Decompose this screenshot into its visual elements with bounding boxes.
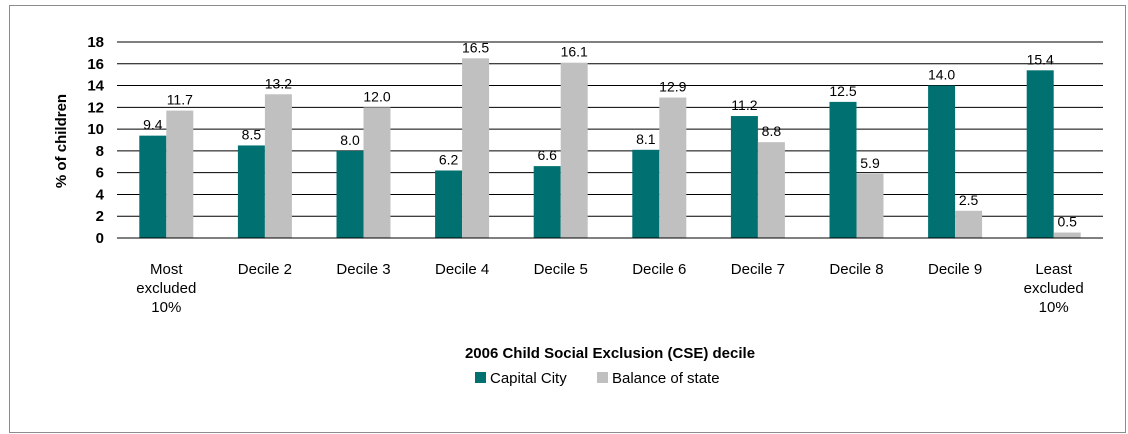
x-category-line: Decile 6 [632, 261, 686, 278]
bar-capital-city [829, 101, 857, 238]
y-tick-label: 2 [96, 208, 104, 225]
bar-balance-of-state [856, 173, 884, 238]
data-label: 5.9 [860, 155, 880, 171]
x-category-line: Decile 7 [731, 261, 785, 278]
y-axis-ticks: 0 2 4 6 8 10 12 14 16 18 [87, 34, 104, 247]
data-label: 8.1 [636, 131, 656, 147]
data-label: 15.4 [1027, 51, 1054, 67]
bar-capital-city [928, 85, 956, 238]
data-label: 6.2 [439, 151, 459, 167]
bar-capital-city [435, 170, 463, 238]
x-category-line: Decile 5 [534, 261, 588, 278]
y-axis-title: % of children [53, 94, 70, 188]
bar-balance-of-state [166, 110, 194, 238]
x-category-line: excluded [136, 280, 196, 297]
x-category-label: Decile 2 [238, 261, 292, 278]
data-label: 12.0 [363, 88, 390, 104]
data-label: 16.1 [561, 44, 588, 60]
x-category-line: Decile 9 [928, 261, 982, 278]
x-category-label: Decile 5 [534, 261, 588, 278]
y-tick-label: 6 [96, 165, 104, 182]
x-category-line: 10% [1039, 299, 1069, 316]
bars [139, 58, 1081, 239]
data-label: 14.0 [928, 67, 955, 83]
y-tick-label: 0 [96, 230, 104, 247]
y-tick-label: 16 [87, 56, 104, 73]
bar-balance-of-state [264, 94, 292, 239]
y-tick-label: 4 [96, 186, 105, 203]
data-label: 0.5 [1057, 214, 1077, 230]
y-tick-label: 10 [87, 121, 104, 138]
data-label: 16.5 [462, 39, 489, 55]
x-category-label: Decile 4 [435, 261, 489, 278]
bar-balance-of-state [659, 97, 687, 239]
bar-capital-city [533, 166, 561, 238]
bar-capital-city [1026, 70, 1054, 238]
x-axis-title: 2006 Child Social Exclusion (CSE) decile [465, 345, 755, 362]
data-label: 8.5 [242, 126, 262, 142]
x-category-line: Decile 2 [238, 261, 292, 278]
x-category-label: Most excluded 10% [136, 261, 196, 316]
x-category-label: Least excluded 10% [1024, 261, 1084, 316]
bar-capital-city [632, 149, 660, 238]
bar-balance-of-state [955, 210, 983, 238]
x-category-line: Decile 8 [829, 261, 883, 278]
legend-label-capital-city: Capital City [490, 370, 567, 387]
x-category-line: Least [1035, 261, 1073, 278]
data-label: 13.2 [265, 75, 292, 91]
y-tick-label: 18 [87, 34, 104, 51]
x-category-line: Most [150, 261, 183, 278]
data-label: 8.8 [762, 123, 782, 139]
data-label: 6.6 [537, 147, 557, 163]
data-labels: 9.4 8.5 8.0 6.2 6.6 8.1 11.2 12.5 14.0 15.4 11.7 13… [143, 39, 1077, 229]
x-category-line: Decile 3 [336, 261, 390, 278]
data-label: 8.0 [340, 132, 360, 148]
legend: Capital City Balance of state [475, 370, 720, 387]
data-label: 12.9 [659, 79, 686, 95]
bar-balance-of-state [757, 142, 785, 238]
y-tick-label: 14 [87, 78, 104, 95]
bar-balance-of-state [363, 107, 391, 238]
data-label: 11.7 [167, 92, 193, 108]
x-category-label: Decile 6 [632, 261, 686, 278]
x-category-label: Decile 8 [829, 261, 883, 278]
x-category-label: Decile 7 [731, 261, 785, 278]
y-tick-label: 8 [96, 143, 104, 160]
y-tick-label: 12 [87, 99, 104, 116]
x-category-line: excluded [1024, 280, 1084, 297]
bar-capital-city [730, 116, 758, 238]
data-label: 12.5 [829, 83, 856, 99]
legend-swatch-capital-city [475, 372, 486, 383]
data-label: 11.2 [731, 97, 757, 113]
legend-label-balance-of-state: Balance of state [612, 370, 720, 387]
bar-balance-of-state [560, 62, 588, 238]
bar-capital-city [336, 150, 364, 238]
bar-capital-city [237, 145, 265, 238]
bar-balance-of-state [1053, 232, 1081, 238]
bar-balance-of-state [462, 58, 490, 239]
x-axis-categories: Most excluded 10% Decile 2 Decile 3 Decile 4 D… [136, 261, 1083, 316]
x-category-line: Decile 4 [435, 261, 489, 278]
x-category-label: Decile 9 [928, 261, 982, 278]
data-label: 9.4 [143, 117, 163, 133]
legend-swatch-balance-of-state [597, 372, 608, 383]
x-category-line: 10% [151, 299, 181, 316]
bar-capital-city [139, 135, 167, 238]
x-category-label: Decile 3 [336, 261, 390, 278]
data-label: 2.5 [959, 192, 979, 208]
